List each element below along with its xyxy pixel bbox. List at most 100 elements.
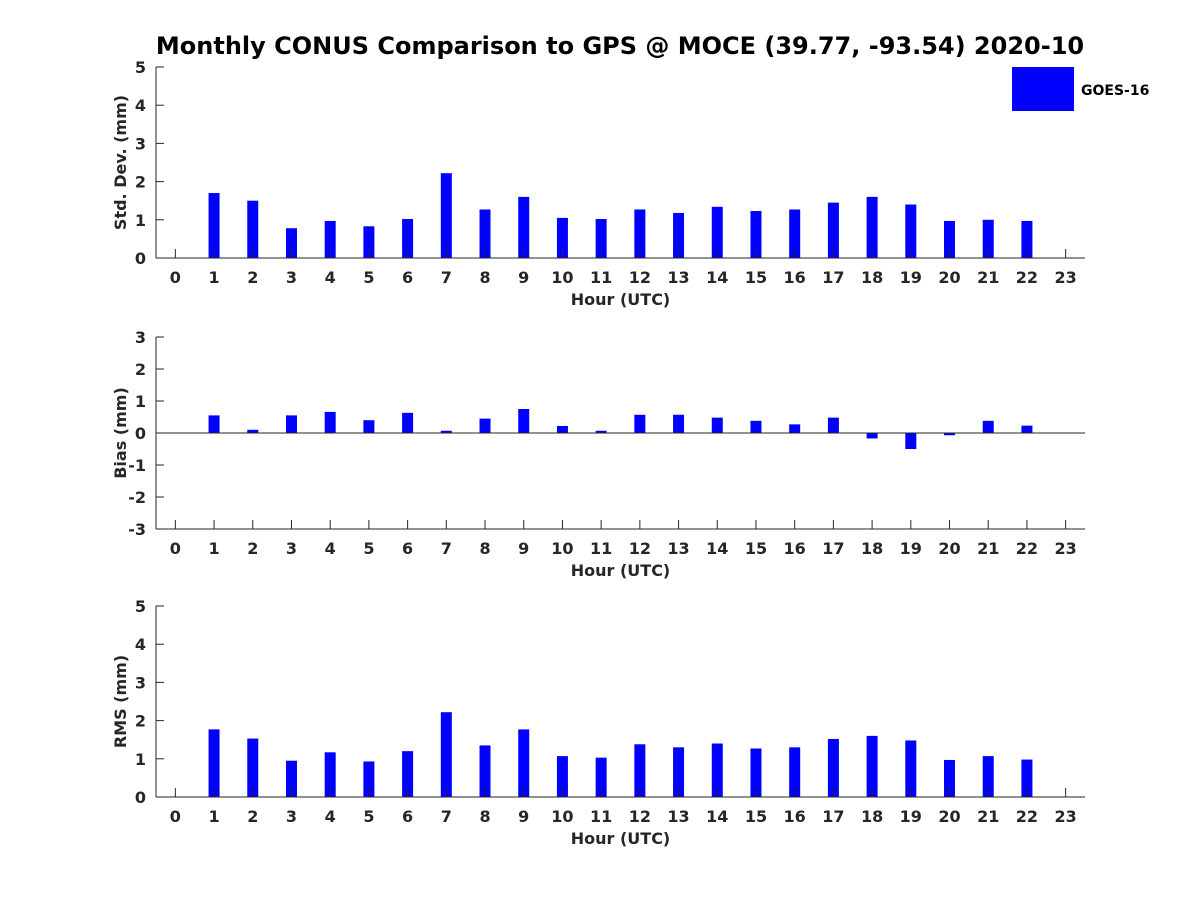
legend[interactable]: GOES-16 bbox=[1012, 67, 1149, 111]
x-tick-label: 21 bbox=[977, 268, 999, 287]
x-tick-label: 3 bbox=[286, 268, 297, 287]
bar-hour-20 bbox=[944, 759, 956, 797]
bar-hour-15 bbox=[750, 748, 762, 797]
x-tick-label: 16 bbox=[784, 807, 806, 826]
y-tick-label: -1 bbox=[128, 456, 146, 475]
bar-hour-2 bbox=[247, 200, 259, 258]
x-tick-label: 2 bbox=[247, 539, 258, 558]
y-tick-label: 1 bbox=[135, 211, 146, 230]
x-tick-label: 14 bbox=[706, 268, 728, 287]
x-tick-label: 22 bbox=[1016, 268, 1038, 287]
x-tick-label: 8 bbox=[479, 807, 490, 826]
y-tick-label: 0 bbox=[135, 249, 146, 268]
y-tick-label: 5 bbox=[135, 597, 146, 616]
bar-hour-5 bbox=[363, 226, 375, 258]
x-tick-label: 17 bbox=[822, 807, 844, 826]
legend-swatch bbox=[1012, 67, 1074, 111]
x-tick-label: 2 bbox=[247, 268, 258, 287]
bar-hour-21 bbox=[982, 420, 994, 433]
bar-hour-16 bbox=[789, 424, 801, 433]
y-tick-label: -3 bbox=[128, 520, 146, 539]
bar-hour-11 bbox=[595, 219, 607, 258]
bar-hour-7 bbox=[440, 173, 452, 258]
x-tick-label: 15 bbox=[745, 268, 767, 287]
x-tick-label: 1 bbox=[208, 807, 219, 826]
x-tick-label: 6 bbox=[402, 807, 413, 826]
y-tick-label: 3 bbox=[135, 328, 146, 347]
bar-hour-7 bbox=[440, 430, 452, 433]
bar-hour-19 bbox=[905, 740, 917, 797]
bar-hour-16 bbox=[789, 209, 801, 258]
bar-hour-10 bbox=[556, 217, 568, 258]
x-tick-label: 7 bbox=[441, 268, 452, 287]
x-tick-label: 5 bbox=[363, 268, 374, 287]
bar-hour-9 bbox=[518, 729, 530, 797]
x-tick-label: 8 bbox=[479, 268, 490, 287]
x-tick-label: 15 bbox=[745, 539, 767, 558]
bar-hour-1 bbox=[208, 193, 220, 258]
x-tick-label: 23 bbox=[1055, 539, 1077, 558]
bar-hour-9 bbox=[518, 196, 530, 258]
bar-hour-14 bbox=[711, 417, 723, 433]
x-tick-label: 23 bbox=[1055, 807, 1077, 826]
x-tick-label: 21 bbox=[977, 539, 999, 558]
x-tick-label: 14 bbox=[706, 807, 728, 826]
bar-hour-12 bbox=[634, 744, 646, 797]
bar-hour-17 bbox=[827, 417, 839, 433]
x-tick-label: 10 bbox=[551, 539, 573, 558]
x-tick-label: 20 bbox=[938, 539, 960, 558]
x-tick-label: 4 bbox=[325, 807, 336, 826]
x-tick-label: 20 bbox=[938, 268, 960, 287]
x-tick-label: 22 bbox=[1016, 539, 1038, 558]
bar-hour-11 bbox=[595, 430, 607, 433]
bar-hour-14 bbox=[711, 743, 723, 797]
y-tick-label: 1 bbox=[135, 750, 146, 769]
y-axis-label: RMS (mm) bbox=[111, 655, 130, 748]
x-tick-label: 12 bbox=[629, 807, 651, 826]
x-tick-label: 13 bbox=[667, 539, 689, 558]
bar-hour-13 bbox=[673, 414, 685, 433]
bar-hour-12 bbox=[634, 414, 646, 433]
bar-hour-9 bbox=[518, 409, 530, 433]
bar-hour-5 bbox=[363, 761, 375, 797]
x-tick-label: 12 bbox=[629, 539, 651, 558]
bar-hour-3 bbox=[285, 228, 297, 258]
x-tick-label: 23 bbox=[1055, 268, 1077, 287]
bar-hour-6 bbox=[402, 751, 414, 797]
bar-hour-4 bbox=[324, 752, 336, 797]
bar-hour-19 bbox=[905, 204, 917, 258]
bar-hour-10 bbox=[556, 425, 568, 433]
bar-hour-13 bbox=[673, 747, 685, 797]
x-tick-label: 3 bbox=[286, 807, 297, 826]
x-tick-label: 11 bbox=[590, 268, 612, 287]
x-tick-label: 16 bbox=[784, 539, 806, 558]
x-tick-label: 0 bbox=[170, 268, 181, 287]
x-tick-label: 19 bbox=[900, 539, 922, 558]
x-tick-label: 17 bbox=[822, 268, 844, 287]
bar-hour-22 bbox=[1021, 425, 1033, 433]
bar-hour-4 bbox=[324, 411, 336, 433]
x-tick-label: 13 bbox=[667, 268, 689, 287]
legend-label: GOES-16 bbox=[1081, 83, 1149, 99]
x-tick-label: 7 bbox=[441, 539, 452, 558]
x-tick-label: 2 bbox=[247, 807, 258, 826]
figure-title: Monthly CONUS Comparison to GPS @ MOCE (… bbox=[156, 32, 1084, 60]
x-tick-label: 1 bbox=[208, 268, 219, 287]
bar-hour-6 bbox=[402, 219, 414, 258]
x-tick-label: 14 bbox=[706, 539, 728, 558]
bar-hour-15 bbox=[750, 420, 762, 433]
y-tick-label: 0 bbox=[135, 788, 146, 807]
x-tick-label: 6 bbox=[402, 539, 413, 558]
bar-hour-12 bbox=[634, 209, 646, 258]
bar-hour-18 bbox=[866, 735, 878, 797]
bar-hour-20 bbox=[944, 220, 956, 258]
x-tick-label: 5 bbox=[363, 539, 374, 558]
bar-hour-4 bbox=[324, 220, 336, 258]
x-tick-label: 0 bbox=[170, 539, 181, 558]
y-tick-label: 4 bbox=[135, 96, 146, 115]
x-tick-label: 8 bbox=[479, 539, 490, 558]
y-tick-label: -2 bbox=[128, 488, 146, 507]
x-tick-label: 21 bbox=[977, 807, 999, 826]
